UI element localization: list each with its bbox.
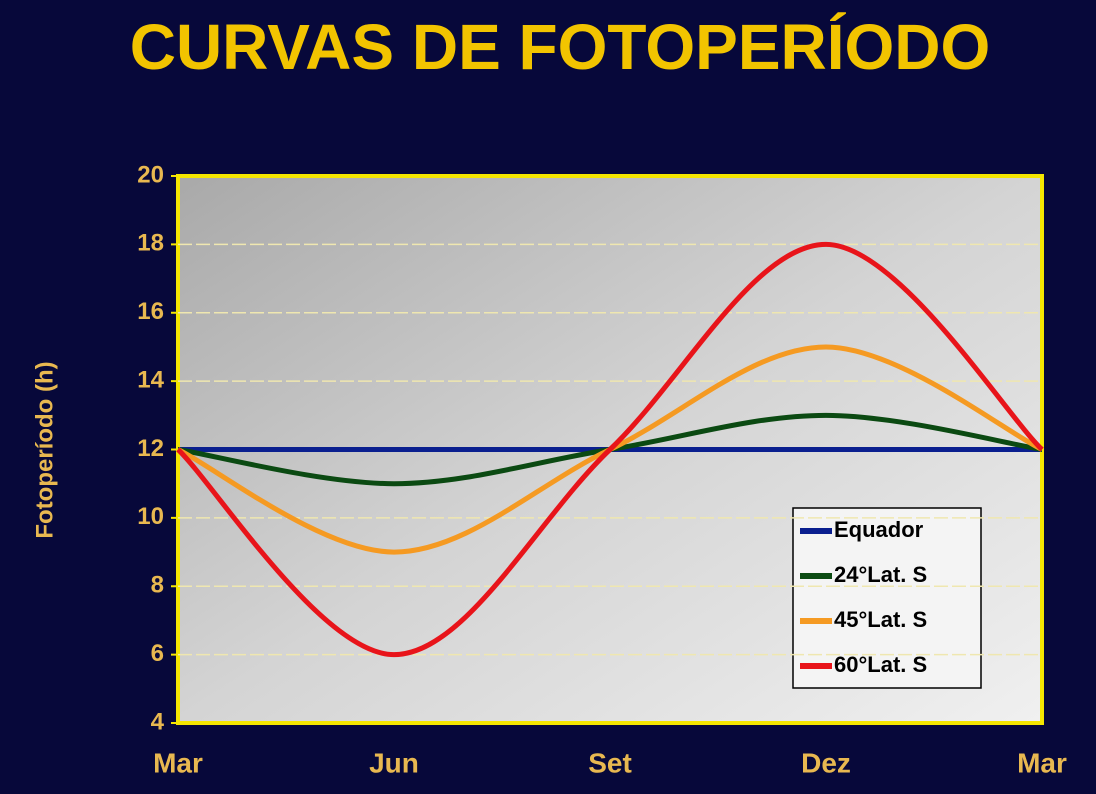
legend-label: 60°Lat. S: [834, 652, 927, 677]
y-tick-label: 14: [137, 366, 164, 393]
y-tick-label: 8: [151, 572, 164, 599]
legend: [792, 507, 982, 689]
y-tick-label: 20: [137, 161, 164, 188]
y-tick-label: 6: [151, 640, 164, 667]
series-line: [176, 241, 1044, 658]
y-tick-label: 16: [137, 298, 164, 325]
x-tick-label: Dez: [801, 747, 851, 778]
y-axis-label: Fotoperíodo (h): [31, 361, 58, 538]
y-tick-label: 12: [137, 435, 164, 462]
legend-label: 24°Lat. S: [834, 562, 927, 587]
y-tick-label: 4: [151, 708, 165, 735]
y-tick-label: 10: [137, 503, 164, 530]
x-tick-label: Jun: [369, 747, 419, 778]
chart-title: CURVAS DE FOTOPERÍODO: [130, 11, 991, 83]
legend-label: 45°Lat. S: [834, 607, 927, 632]
x-tick-label: Mar: [1017, 747, 1067, 778]
legend-label: Equador: [834, 517, 924, 542]
y-tick-label: 18: [137, 230, 164, 257]
x-tick-label: Set: [588, 747, 632, 778]
x-tick-label: Mar: [153, 747, 203, 778]
